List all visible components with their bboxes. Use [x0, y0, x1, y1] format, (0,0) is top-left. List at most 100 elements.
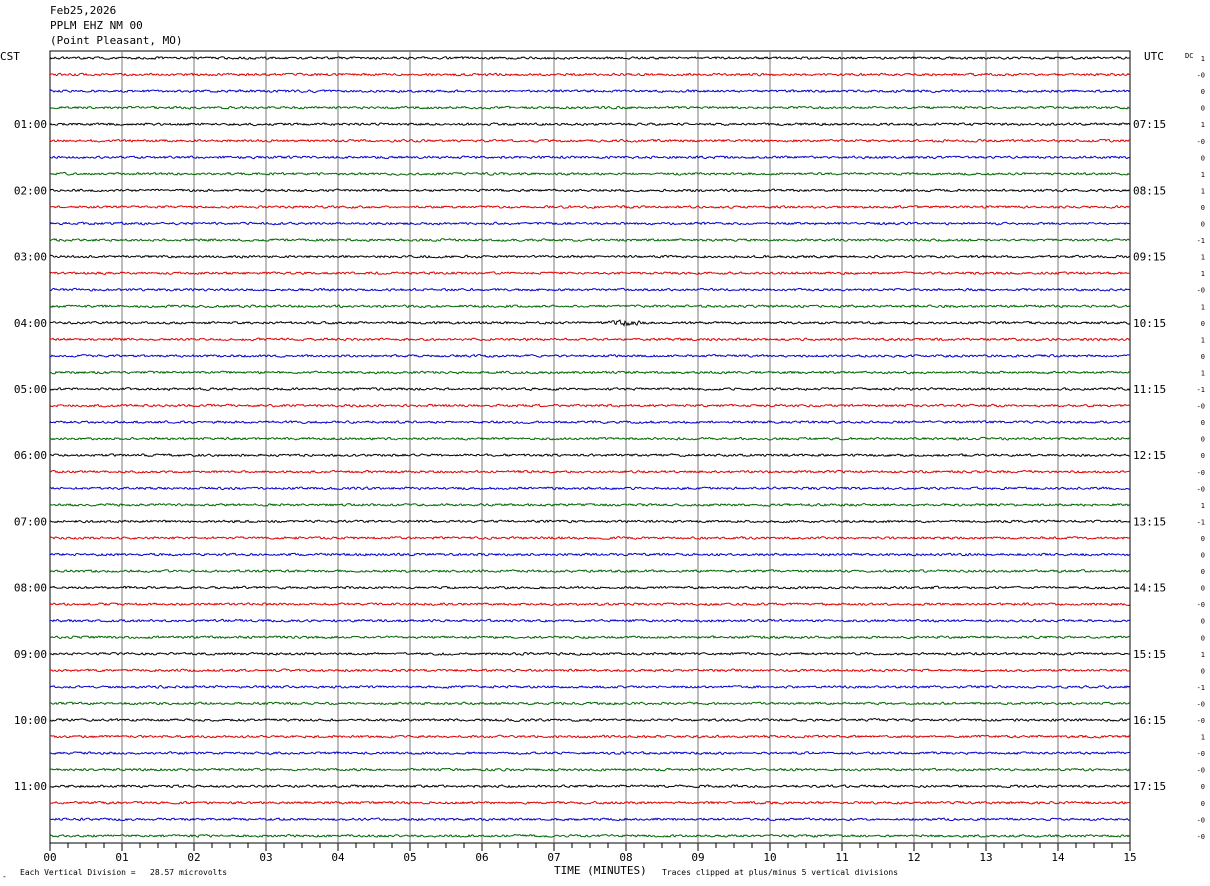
x-axis-title: TIME (MINUTES): [554, 864, 647, 877]
x-tick-label: 04: [331, 851, 345, 864]
right-hour-label: 12:15: [1133, 449, 1166, 462]
left-hour-label: 11:00: [14, 780, 47, 793]
seismic-trace: [49, 254, 1131, 259]
x-tick-label: 15: [1123, 851, 1136, 864]
dc-offset-value: 0: [1201, 436, 1205, 444]
x-tick-label: 05: [403, 851, 416, 864]
dc-offset-value: 1: [1201, 171, 1205, 179]
seismic-trace: [49, 271, 1131, 276]
seismic-trace: [49, 602, 1131, 607]
x-tick-label: 09: [691, 851, 704, 864]
x-tick-label: 02: [187, 851, 200, 864]
dc-offset-value: 1: [1201, 187, 1205, 195]
left-hour-label: 01:00: [14, 118, 47, 131]
left-hour-label: 08:00: [14, 582, 47, 595]
seismic-trace: [49, 817, 1131, 822]
dc-offset-value: 0: [1201, 585, 1205, 593]
left-hour-label: 04:00: [14, 317, 47, 330]
seismic-trace: [49, 569, 1131, 573]
right-hour-label: 08:15: [1133, 184, 1166, 197]
seismic-trace: [49, 684, 1131, 689]
dc-offset-value: 1: [1201, 651, 1205, 659]
seismic-trace: [49, 287, 1131, 292]
dc-offset-value: 1: [1201, 303, 1205, 311]
seismic-trace: [49, 519, 1131, 524]
dc-offset-value: 0: [1201, 667, 1205, 675]
station-location: (Point Pleasant, MO): [50, 34, 183, 47]
seismic-trace: [49, 585, 1131, 590]
dc-offset-value: -1: [1197, 386, 1205, 394]
dc-offset-value: 0: [1201, 105, 1205, 113]
dc-offset-value: 0: [1201, 535, 1205, 543]
dc-offset-value: 0: [1201, 618, 1205, 626]
dc-offset-value: 0: [1201, 783, 1205, 791]
dc-offset-value: 1: [1201, 369, 1205, 377]
dc-offset-value: 0: [1201, 800, 1205, 808]
seismic-trace: [49, 304, 1131, 309]
seismic-trace: [49, 221, 1131, 226]
dc-offset-value: 1: [1201, 121, 1205, 129]
dc-offset-value: -1: [1197, 518, 1205, 526]
seismic-trace: [49, 486, 1131, 491]
x-tick-label: 03: [259, 851, 272, 864]
dc-offset-value: -0: [1197, 833, 1205, 841]
x-tick-label: 13: [979, 851, 992, 864]
plot-frame: [49, 50, 1131, 844]
x-tick-label: 07: [547, 851, 560, 864]
seismic-trace: [49, 204, 1131, 209]
seismic-trace: [49, 718, 1131, 722]
seismic-trace: [49, 784, 1131, 789]
dc-offset-value: 1: [1201, 336, 1205, 344]
dc-offset-value: -0: [1197, 750, 1205, 758]
seismic-trace: [49, 502, 1131, 507]
x-tick-label: 10: [763, 851, 776, 864]
seismic-trace: [49, 155, 1131, 160]
seismic-trace: [49, 469, 1131, 474]
clip-note: Traces clipped at plus/minus 5 vertical …: [662, 868, 899, 877]
right-hour-label: 11:15: [1133, 383, 1166, 396]
right-hour-label: 07:15: [1133, 118, 1166, 131]
x-tick-label: 08: [619, 851, 632, 864]
seismic-trace: [49, 453, 1131, 458]
dc-offset-value: 0: [1201, 88, 1205, 96]
right-hour-label: 16:15: [1133, 714, 1166, 727]
right-timezone-label: UTC: [1144, 50, 1164, 63]
dc-offset-value: 1: [1201, 270, 1205, 278]
dc-offset-value: -0: [1197, 469, 1205, 477]
dc-offset-value: -0: [1197, 767, 1205, 775]
left-hour-label: 02:00: [14, 184, 47, 197]
dc-offset-value: -0: [1197, 138, 1205, 146]
scale-note: Each Vertical Division = 28.57 microvolt…: [20, 868, 228, 877]
dc-offset-value: 0: [1201, 353, 1205, 361]
right-hour-label: 17:15: [1133, 780, 1166, 793]
seismic-trace: [49, 800, 1131, 805]
seismic-trace: [49, 387, 1131, 391]
dc-offset-value: 1: [1201, 254, 1205, 262]
seismic-trace: [49, 353, 1131, 358]
right-hour-label: 14:15: [1133, 582, 1166, 595]
x-tick-label: 12: [907, 851, 920, 864]
right-hour-label: 10:15: [1133, 317, 1166, 330]
dc-offset-value: -0: [1197, 403, 1205, 411]
seismic-trace: [49, 651, 1131, 656]
seismic-trace: [49, 370, 1131, 375]
left-hour-label: 06:00: [14, 449, 47, 462]
plot-date: Feb25,2026: [50, 4, 117, 17]
seismic-trace: [49, 536, 1131, 540]
seismic-trace: [49, 89, 1131, 94]
left-hour-label: 03:00: [14, 251, 47, 264]
right-hour-label: 15:15: [1133, 648, 1166, 661]
seismic-trace: [49, 105, 1131, 110]
dc-offset-value: -0: [1197, 601, 1205, 609]
seismic-trace: [49, 72, 1131, 77]
seismic-trace: [49, 635, 1131, 640]
seismic-trace: [49, 668, 1131, 673]
dc-offset-value: 0: [1201, 419, 1205, 427]
dc-offset-value: 0: [1201, 634, 1205, 642]
seismic-trace: [49, 188, 1131, 193]
right-hour-label: 13:15: [1133, 515, 1166, 528]
seismic-trace: [49, 403, 1131, 408]
dc-offset-value: -0: [1197, 700, 1205, 708]
dc-offset-value: -0: [1197, 717, 1205, 725]
